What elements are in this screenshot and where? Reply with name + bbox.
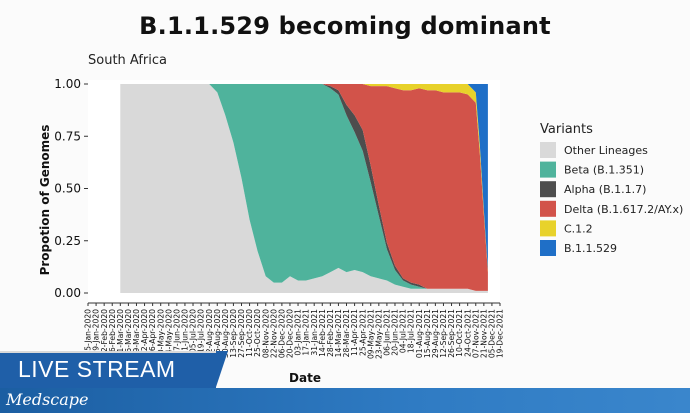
x-tick-label: 25-Oct-2020 xyxy=(253,309,262,357)
legend-swatch xyxy=(540,240,556,256)
legend-title: Variants xyxy=(540,122,593,137)
x-tick-label: 07-Jun-2020 xyxy=(173,309,182,356)
x-tick-label: 29-Aug-2021 xyxy=(431,309,440,358)
x-tick-label: 31-Jan-2021 xyxy=(310,309,319,356)
x-tick-label: 19-Jul-2020 xyxy=(197,309,206,353)
brand-bar: Medscape xyxy=(0,388,690,413)
x-tick-label: 16-Aug-2020 xyxy=(213,309,222,358)
y-tick-label: 1.00 xyxy=(54,77,81,91)
y-tick-label: 0.25 xyxy=(54,234,81,248)
x-tick-label: 30-Aug-2020 xyxy=(221,309,230,358)
x-tick-label: 22-Nov-2020 xyxy=(269,309,278,358)
x-tick-label: 02-Feb-2020 xyxy=(100,309,109,357)
x-tick-label: 18-Jul-2021 xyxy=(407,309,416,353)
x-tick-label: 10-May-2020 xyxy=(156,309,165,359)
x-tick-label: 16-Feb-2020 xyxy=(108,309,117,357)
x-tick-label: 19-Dec-2021 xyxy=(496,309,505,358)
x-tick-label: 06-Dec-2020 xyxy=(278,309,287,358)
x-tick-label: 11-Oct-2020 xyxy=(245,309,254,357)
x-tick-label: 05-Dec-2021 xyxy=(488,309,497,358)
slide-title: B.1.1.529 becoming dominant xyxy=(139,12,551,40)
x-tick-label: 21-Nov-2021 xyxy=(479,309,488,358)
legend-label: Alpha (B.1.1.7) xyxy=(564,183,646,196)
y-axis: 0.00 0.25 0.50 0.75 1.00 xyxy=(54,77,88,300)
x-tick-label: 07-Nov-2021 xyxy=(471,309,480,358)
x-tick-label: 09-May-2021 xyxy=(366,309,375,359)
x-tick-label: 17-Jan-2021 xyxy=(302,309,311,356)
x-tick-label: 03-Jan-2021 xyxy=(294,309,303,356)
x-tick-label: 12-Apr-2020 xyxy=(140,309,149,356)
x-tick-label: 14-Mar-2021 xyxy=(334,309,343,357)
brand-logo: Medscape xyxy=(6,390,89,409)
legend-swatch xyxy=(540,161,556,178)
legend-swatch xyxy=(540,200,556,217)
x-tick-label: 14-Feb-2021 xyxy=(318,309,327,357)
x-tick-label: 13-Sep-2020 xyxy=(229,309,238,358)
legend-swatch xyxy=(540,142,556,158)
live-stream-label: LIVE STREAM xyxy=(18,356,176,382)
legend-label: B.1.1.529 xyxy=(564,242,617,255)
legend-label: Delta (B.1.617.2/AY.x) xyxy=(564,203,683,216)
x-tick-label: 26-Sep-2021 xyxy=(447,309,456,358)
x-tick-label: 23-May-2021 xyxy=(374,309,383,359)
x-axis-label: Date xyxy=(289,371,321,385)
y-axis-label: Propotion of Genomes xyxy=(38,125,52,276)
x-tick-label: 28-Mar-2021 xyxy=(342,309,351,357)
x-tick-label: 01-Mar-2020 xyxy=(116,309,125,357)
x-tick-label: 25-Apr-2021 xyxy=(358,309,367,356)
x-tick-label: 27-Sep-2020 xyxy=(237,309,246,358)
y-tick-label: 0.75 xyxy=(54,129,81,143)
area-other-lineages xyxy=(120,84,488,293)
area-beta-b-1-351 xyxy=(120,84,488,291)
x-tick-label: 24-Oct-2021 xyxy=(463,309,472,357)
area-delta-b-1-617-2-ay-x xyxy=(120,84,488,291)
legend-label: Other Lineages xyxy=(564,144,648,157)
chart-subtitle: South Africa xyxy=(88,53,167,68)
legend: Variants Other Lineages Beta (B.1.351) Alp… xyxy=(540,122,683,256)
x-tick-label: 01-Aug-2021 xyxy=(415,309,424,358)
x-tick-label: 28-Feb-2021 xyxy=(326,309,335,357)
legend-swatch xyxy=(540,181,556,198)
x-tick-label: 04-Jul-2021 xyxy=(399,309,408,353)
live-stream-accent xyxy=(216,351,228,387)
x-tick-label: 20-Jun-2021 xyxy=(391,309,400,356)
x-tick-label: 10-Oct-2021 xyxy=(455,309,464,357)
x-tick-label: 05-Jul-2020 xyxy=(189,309,198,353)
x-tick-label: 20-Dec-2020 xyxy=(286,309,295,358)
live-stream-banner: LIVE STREAM xyxy=(0,351,216,389)
x-tick-label: 15-Aug-2021 xyxy=(423,309,432,358)
x-tick-label: 08-Nov-2020 xyxy=(261,309,270,358)
x-tick-label: 15-Mar-2020 xyxy=(124,309,133,357)
x-tick-label: 06-Jun-2021 xyxy=(383,309,392,356)
chart-areas xyxy=(120,84,488,293)
x-tick-label: 11-Apr-2021 xyxy=(350,309,359,356)
x-tick-label: 26-Apr-2020 xyxy=(148,309,157,356)
legend-swatch xyxy=(540,220,556,237)
x-tick-label: 19-Jan-2020 xyxy=(92,309,101,356)
x-tick-label: 29-Mar-2020 xyxy=(132,309,141,357)
x-tick-label: 21-Jun-2020 xyxy=(181,309,190,356)
legend-label: Beta (B.1.351) xyxy=(564,164,644,177)
y-tick-label: 0.50 xyxy=(54,182,81,196)
x-tick-label: 12-Sep-2021 xyxy=(439,309,448,358)
x-axis: 05-Jan-2020 19-Jan-2020 02-Feb-2020 16-Feb-… xyxy=(84,302,505,359)
legend-label: C.1.2 xyxy=(564,222,593,235)
y-tick-label: 0.00 xyxy=(54,286,81,300)
x-tick-label: 02-Aug-2020 xyxy=(205,309,214,358)
x-tick-label: 24-May-2020 xyxy=(164,309,173,359)
x-tick-label: 05-Jan-2020 xyxy=(84,309,93,356)
